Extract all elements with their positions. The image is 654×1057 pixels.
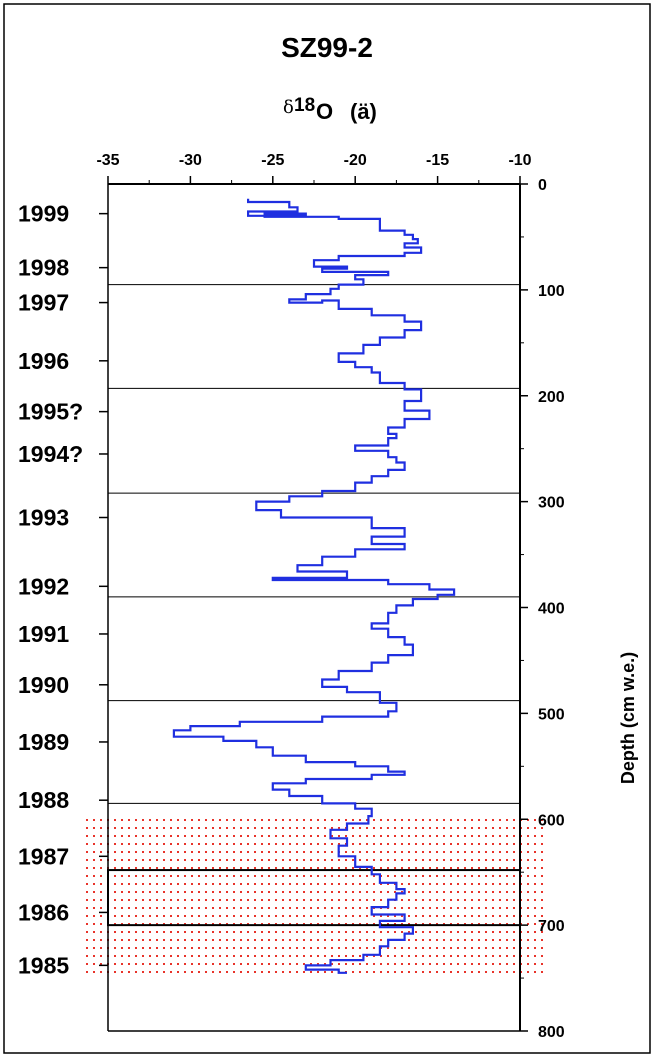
x-tick-label: -20 [344, 152, 367, 169]
x-axis-label-delta: δ [283, 97, 294, 118]
x-tick-label: -10 [508, 152, 531, 169]
x-axis-label-18: 18 [294, 95, 315, 116]
x-axis-label-o: O [316, 99, 333, 124]
year-label: 1999 [18, 201, 69, 227]
year-label: 1985 [18, 952, 69, 978]
y-axis-label: Depth (cm w.e.) [618, 652, 638, 784]
y-tick-label: 0 [538, 177, 547, 194]
y-tick-label: 300 [538, 495, 565, 512]
x-tick-label: -25 [261, 152, 284, 169]
y-tick-label: 700 [538, 918, 565, 935]
year-label: 1991 [18, 621, 69, 647]
year-label: 1990 [18, 672, 69, 698]
year-label: 1988 [18, 787, 69, 813]
series-line-d18o [172, 198, 456, 974]
year-label: 1992 [18, 573, 69, 599]
year-label: 1995? [18, 399, 83, 425]
year-label: 1997 [18, 290, 69, 316]
x-tick-label: -35 [96, 152, 119, 169]
year-label: 1987 [18, 843, 69, 869]
x-axis-label-unit: (ä) [350, 99, 377, 124]
x-tick-label: -30 [179, 152, 202, 169]
x-tick-label: -15 [426, 152, 449, 169]
plot-area: -35 -30 -25 -20 -15 -10 0 100 200 300 400 500 600 700… [18, 152, 565, 1041]
chart-title: SZ99-2 [281, 32, 373, 63]
year-label: 1989 [18, 729, 69, 755]
year-label: 1996 [18, 348, 69, 374]
y-tick-label: 600 [538, 812, 565, 829]
highlight-region [82, 813, 544, 979]
y-tick-label: 400 [538, 601, 565, 618]
outer-frame [3, 3, 651, 1054]
y-tick-label: 100 [538, 283, 565, 300]
y-tick-label: 800 [538, 1024, 565, 1041]
x-axis-label: δ 18 O (ä) [283, 95, 377, 124]
year-label: 1994? [18, 441, 83, 467]
year-label: 1998 [18, 255, 69, 281]
y-tick-label: 500 [538, 706, 565, 723]
y-tick-label: 200 [538, 389, 565, 406]
year-label: 1986 [18, 899, 69, 925]
year-label: 1993 [18, 505, 69, 531]
